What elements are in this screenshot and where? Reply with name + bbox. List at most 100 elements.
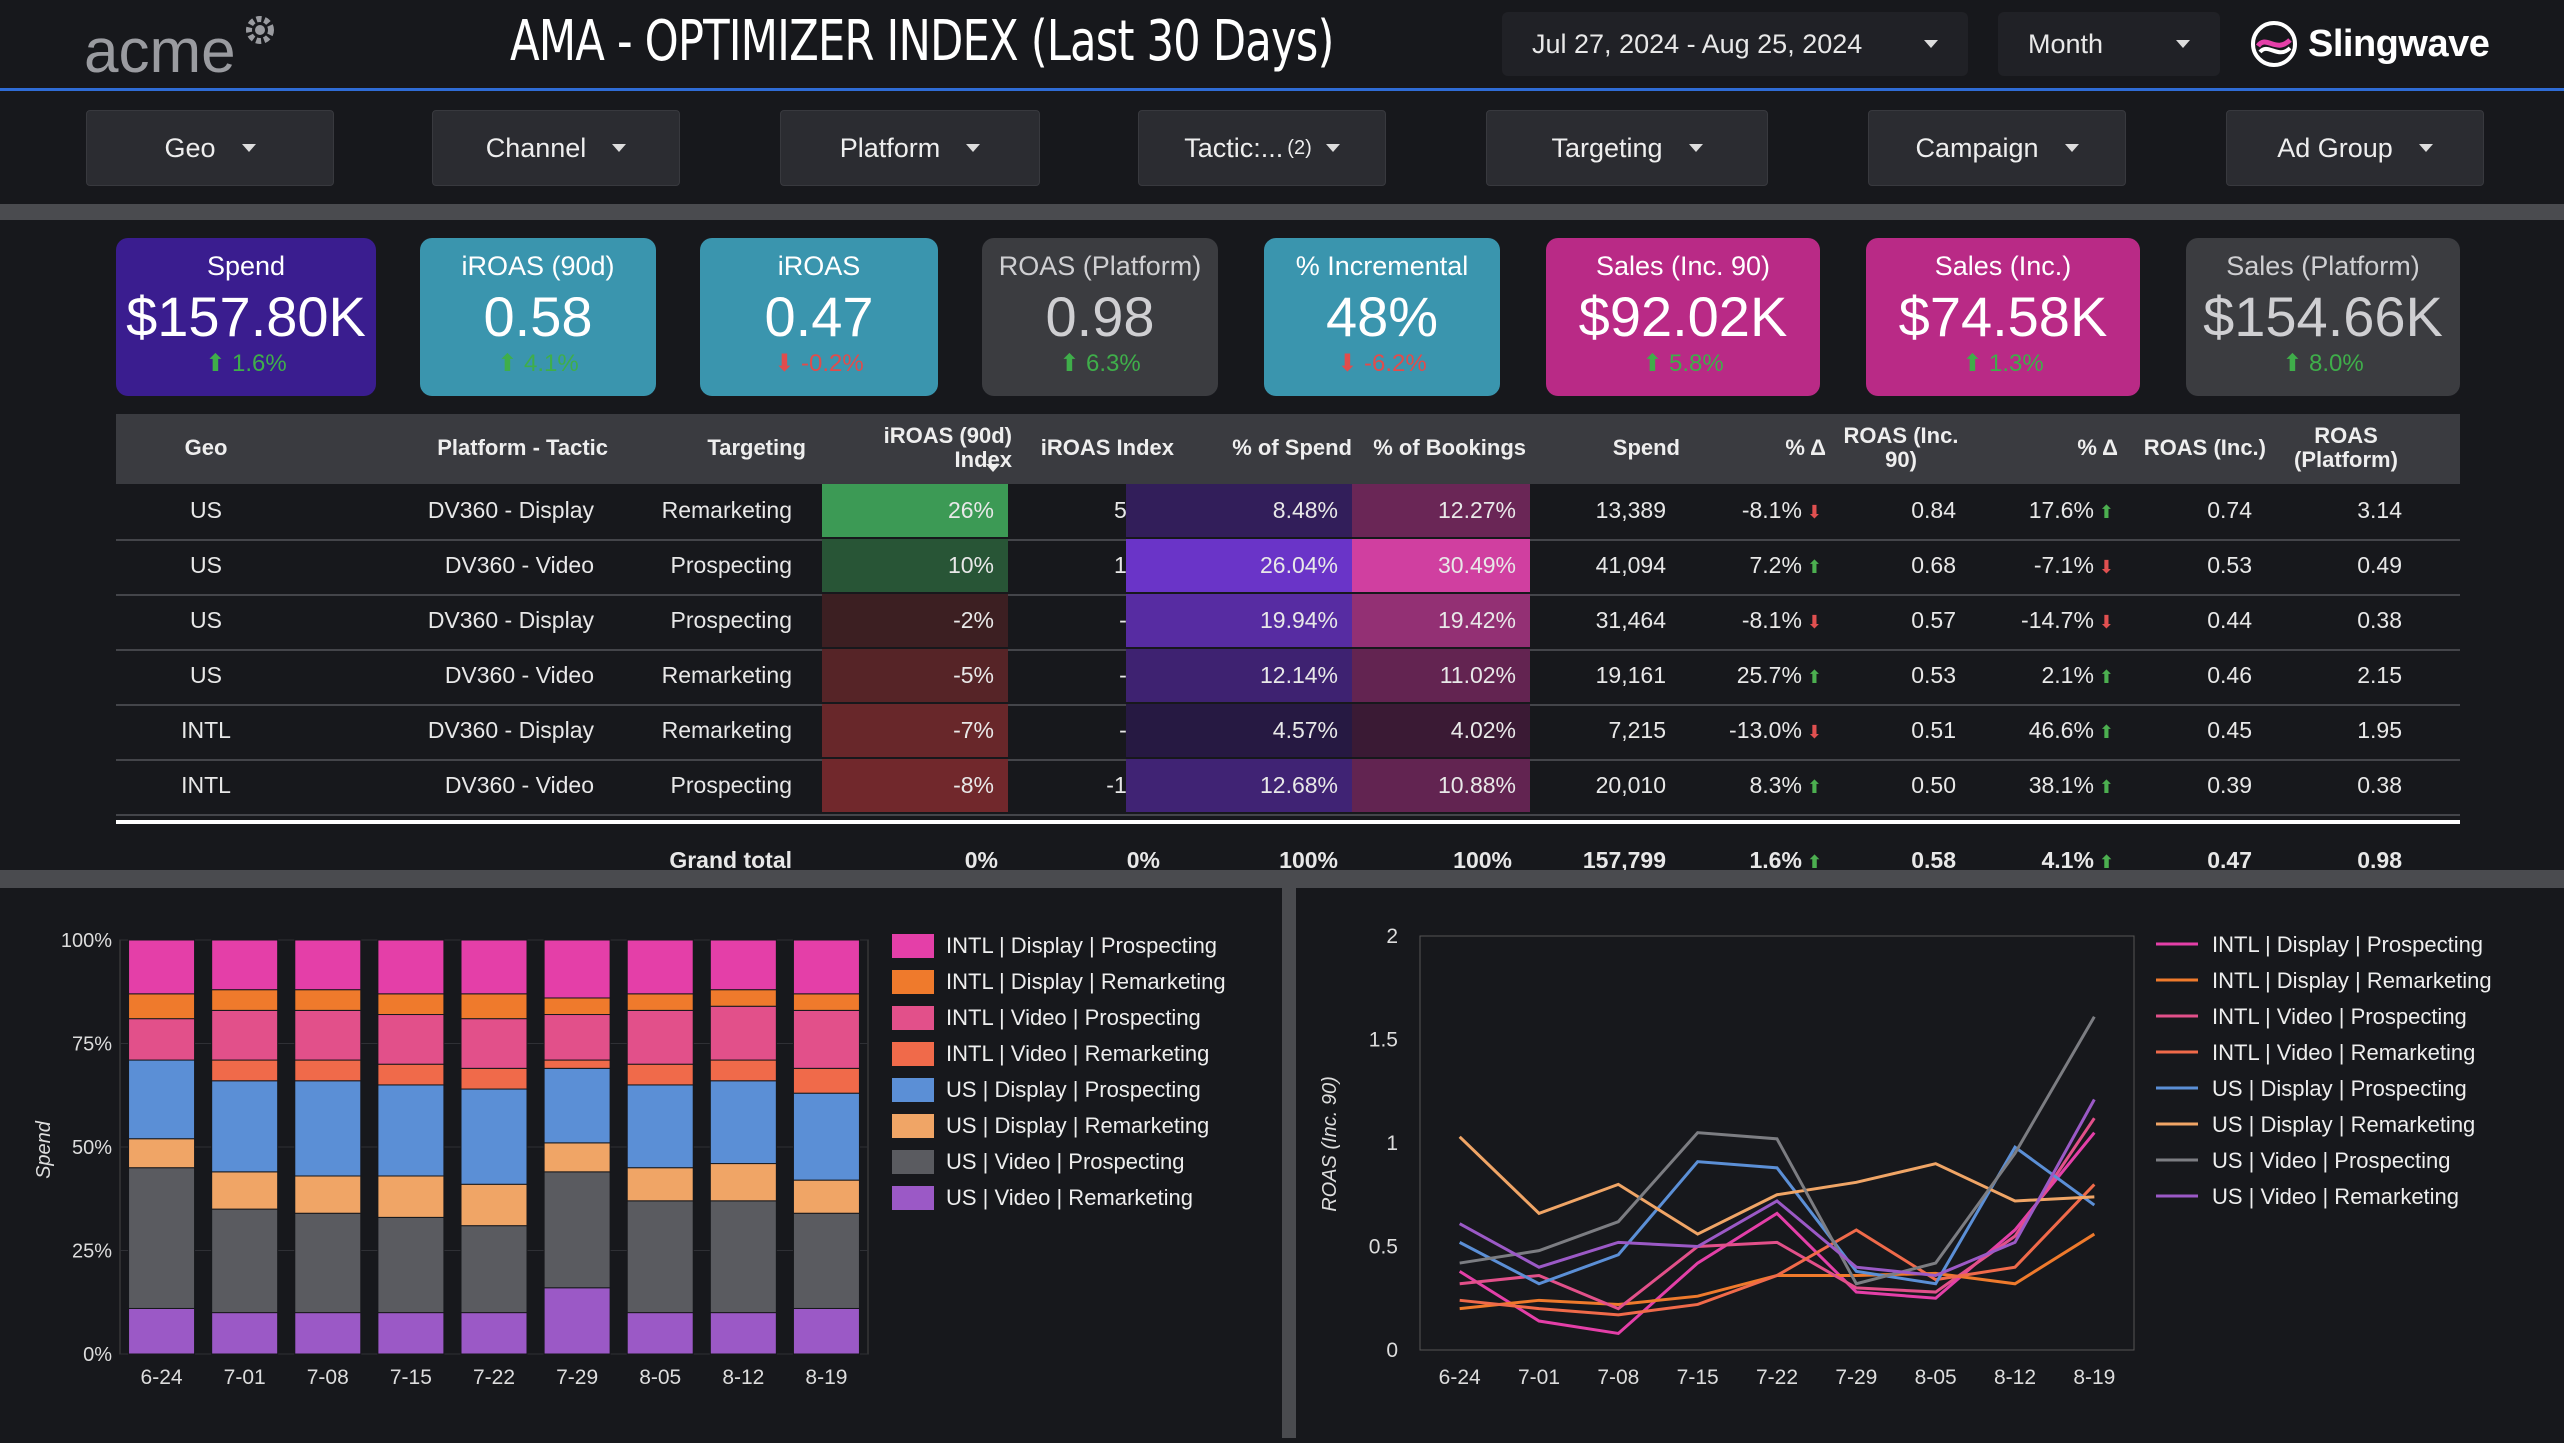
bar-segment[interactable]: [709, 1080, 777, 1165]
bar-segment[interactable]: [626, 1084, 694, 1169]
legend-label[interactable]: US | Video | Prospecting: [2212, 1148, 2451, 1173]
bar-segment[interactable]: [626, 1312, 694, 1355]
column-header[interactable]: % Δ: [2077, 435, 2118, 460]
bar-segment[interactable]: [211, 989, 279, 1011]
column-header[interactable]: ROAS (Inc.): [2143, 435, 2266, 460]
bar-segment[interactable]: [460, 1018, 528, 1069]
bar-segment[interactable]: [792, 939, 860, 995]
bar-segment[interactable]: [294, 1175, 362, 1214]
column-header[interactable]: ROAS (Platform): [2294, 423, 2398, 472]
bar-segment[interactable]: [377, 939, 445, 995]
bar-segment[interactable]: [709, 1005, 777, 1061]
bar-segment[interactable]: [626, 1200, 694, 1314]
bar-segment[interactable]: [543, 1059, 611, 1069]
bar-segment[interactable]: [709, 989, 777, 1007]
bar-segment[interactable]: [294, 1212, 362, 1314]
bar-segment[interactable]: [211, 1208, 279, 1314]
bar-segment[interactable]: [128, 1018, 196, 1061]
column-header[interactable]: Geo: [184, 435, 228, 460]
bar-segment[interactable]: [460, 1225, 528, 1314]
bar-segment[interactable]: [626, 1063, 694, 1086]
bar-segment[interactable]: [709, 1312, 777, 1355]
bar-segment[interactable]: [792, 993, 860, 1011]
legend-label[interactable]: US | Video | Remarketing: [946, 1185, 1193, 1210]
series-line[interactable]: [1458, 1131, 2096, 1336]
bar-segment[interactable]: [294, 1312, 362, 1355]
filter-platform[interactable]: Platform: [780, 110, 1040, 186]
legend-label[interactable]: US | Video | Prospecting: [946, 1149, 1185, 1174]
bar-segment[interactable]: [543, 1014, 611, 1061]
bar-segment[interactable]: [377, 1175, 445, 1218]
bar-segment[interactable]: [709, 939, 777, 991]
bar-segment[interactable]: [211, 1312, 279, 1355]
bar-segment[interactable]: [128, 1167, 196, 1309]
bar-segment[interactable]: [294, 1009, 362, 1061]
legend-label[interactable]: INTL | Display | Remarketing: [2212, 968, 2492, 993]
bar-segment[interactable]: [211, 1009, 279, 1061]
column-header[interactable]: iROAS (90d) Index: [883, 423, 1012, 472]
legend-label[interactable]: INTL | Video | Remarketing: [2212, 1040, 2475, 1065]
bar-segment[interactable]: [543, 1142, 611, 1173]
bar-segment[interactable]: [211, 939, 279, 991]
bar-segment[interactable]: [377, 1063, 445, 1086]
bar-segment[interactable]: [294, 1080, 362, 1177]
bar-segment[interactable]: [377, 993, 445, 1016]
column-header[interactable]: % Δ: [1785, 435, 1826, 460]
legend-label[interactable]: US | Display | Prospecting: [2212, 1076, 2467, 1101]
bar-segment[interactable]: [543, 939, 611, 999]
bar-segment[interactable]: [294, 1059, 362, 1082]
filter-targeting[interactable]: Targeting: [1486, 110, 1768, 186]
column-header[interactable]: % of Spend: [1232, 435, 1352, 460]
legend-label[interactable]: INTL | Display | Prospecting: [946, 933, 1217, 958]
legend-label[interactable]: INTL | Video | Remarketing: [946, 1041, 1209, 1066]
bar-segment[interactable]: [792, 1307, 860, 1355]
granularity-selector[interactable]: Month: [1998, 12, 2220, 76]
bar-segment[interactable]: [543, 1287, 611, 1355]
bar-segment[interactable]: [460, 993, 528, 1020]
bar-segment[interactable]: [211, 1171, 279, 1210]
series-line[interactable]: [1458, 1135, 2095, 1236]
bar-segment[interactable]: [543, 997, 611, 1016]
legend-label[interactable]: US | Display | Remarketing: [2212, 1112, 2475, 1137]
legend-label[interactable]: US | Display | Prospecting: [946, 1077, 1201, 1102]
column-header[interactable]: iROAS Index: [1040, 435, 1174, 460]
bar-segment[interactable]: [543, 1067, 611, 1144]
bar-segment[interactable]: [626, 1167, 694, 1202]
bar-segment[interactable]: [626, 1009, 694, 1065]
bar-segment[interactable]: [128, 993, 196, 1020]
filter-channel[interactable]: Channel: [432, 110, 680, 186]
date-range-selector[interactable]: Jul 27, 2024 - Aug 25, 2024: [1502, 12, 1968, 76]
column-header[interactable]: Platform - Tactic: [437, 435, 608, 460]
bar-segment[interactable]: [626, 939, 694, 995]
series-line[interactable]: [1458, 1098, 2096, 1278]
bar-segment[interactable]: [709, 1163, 777, 1202]
bar-segment[interactable]: [460, 1183, 528, 1227]
bar-segment[interactable]: [460, 1088, 528, 1185]
series-line[interactable]: [1459, 1183, 2096, 1317]
bar-segment[interactable]: [460, 939, 528, 995]
column-header[interactable]: ROAS (Inc. 90): [1843, 423, 1959, 472]
bar-segment[interactable]: [543, 1171, 611, 1289]
legend-label[interactable]: INTL | Video | Prospecting: [946, 1005, 1201, 1030]
legend-label[interactable]: US | Display | Remarketing: [946, 1113, 1209, 1138]
bar-segment[interactable]: [377, 1312, 445, 1355]
legend-label[interactable]: US | Video | Remarketing: [2212, 1184, 2459, 1209]
column-header[interactable]: Spend: [1612, 435, 1680, 460]
column-header[interactable]: Targeting: [707, 435, 806, 460]
bar-segment[interactable]: [709, 1059, 777, 1082]
legend-label[interactable]: INTL | Video | Prospecting: [2212, 1004, 2467, 1029]
filter-ad-group[interactable]: Ad Group: [2226, 110, 2484, 186]
bar-segment[interactable]: [792, 1067, 860, 1094]
filter-geo[interactable]: Geo: [86, 110, 334, 186]
bar-segment[interactable]: [792, 1009, 860, 1069]
legend-label[interactable]: INTL | Display | Prospecting: [2212, 932, 2483, 957]
bar-segment[interactable]: [128, 1307, 196, 1355]
filter-campaign[interactable]: Campaign: [1868, 110, 2126, 186]
bar-segment[interactable]: [377, 1216, 445, 1314]
bar-segment[interactable]: [709, 1200, 777, 1314]
bar-segment[interactable]: [460, 1067, 528, 1090]
bar-segment[interactable]: [211, 1059, 279, 1082]
